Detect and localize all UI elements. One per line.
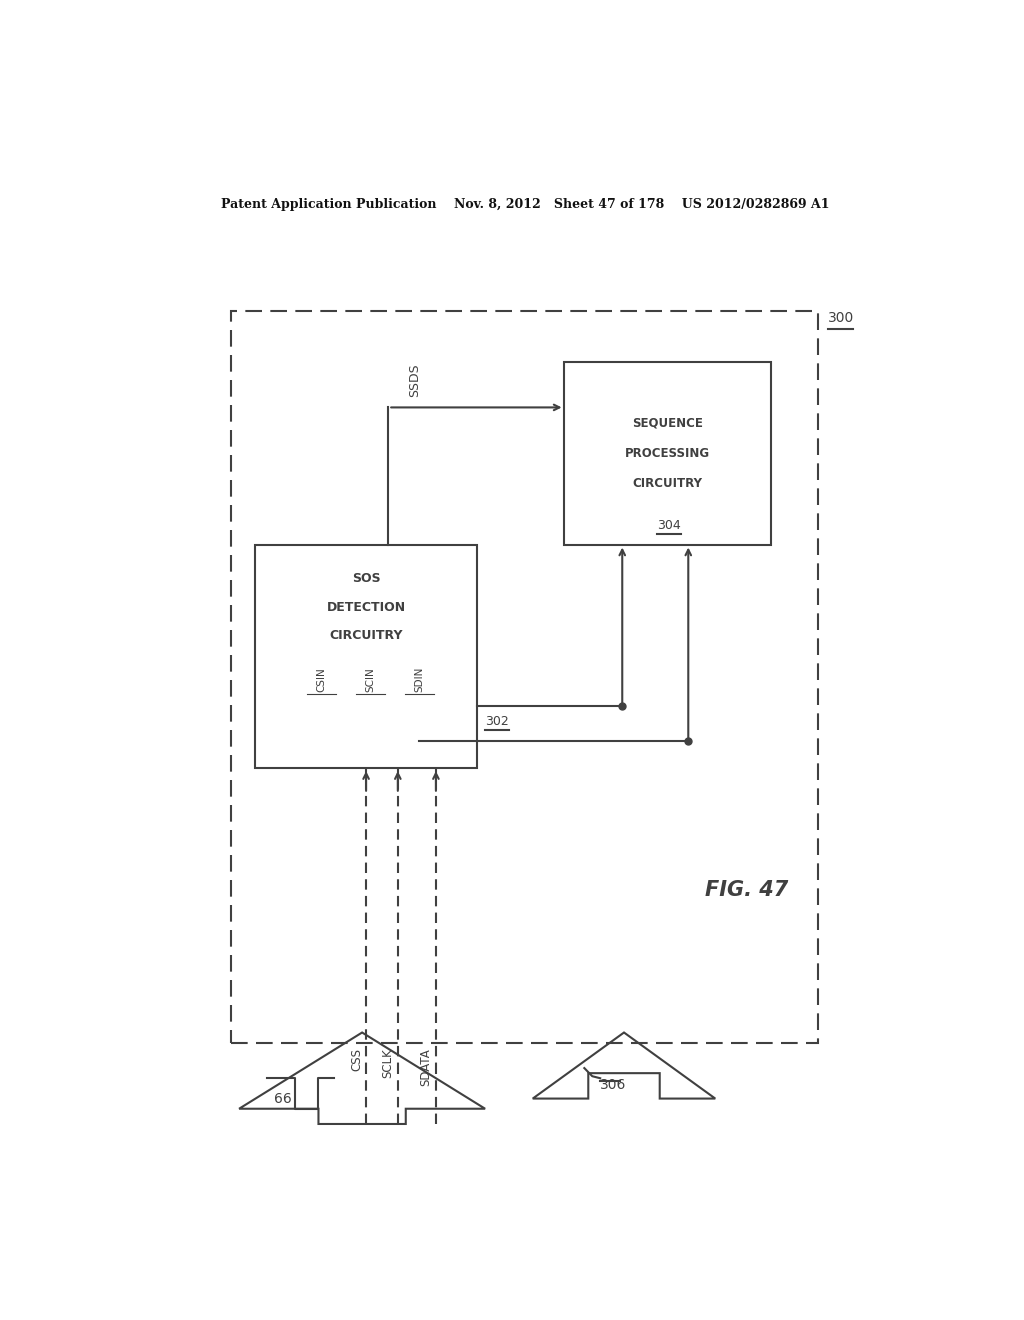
Text: 304: 304 [657, 520, 681, 532]
Bar [231, 312, 818, 1043]
Bar [564, 362, 771, 545]
Text: SCLK: SCLK [382, 1048, 394, 1077]
Text: CIRCUITRY: CIRCUITRY [330, 630, 402, 643]
Text: PROCESSING: PROCESSING [625, 446, 711, 459]
Text: CSIN: CSIN [316, 668, 327, 692]
Text: SEQUENCE: SEQUENCE [632, 416, 703, 429]
Text: 306: 306 [600, 1078, 627, 1092]
Text: DETECTION: DETECTION [327, 601, 406, 614]
Text: SDIN: SDIN [415, 667, 424, 692]
Text: 66: 66 [273, 1092, 292, 1106]
Text: FIG. 47: FIG. 47 [706, 880, 788, 900]
Text: 302: 302 [485, 714, 509, 727]
Text: SCIN: SCIN [366, 668, 376, 692]
Text: SOS: SOS [352, 573, 380, 585]
Text: CIRCUITRY: CIRCUITRY [633, 477, 702, 490]
Bar [255, 545, 477, 768]
Text: SSDS: SSDS [409, 363, 421, 397]
Text: Patent Application Publication    Nov. 8, 2012   Sheet 47 of 178    US 2012/0282: Patent Application Publication Nov. 8, 2… [220, 198, 829, 211]
Text: CSS: CSS [350, 1048, 362, 1071]
Text: SDATA: SDATA [420, 1048, 433, 1085]
Text: 300: 300 [828, 312, 854, 325]
